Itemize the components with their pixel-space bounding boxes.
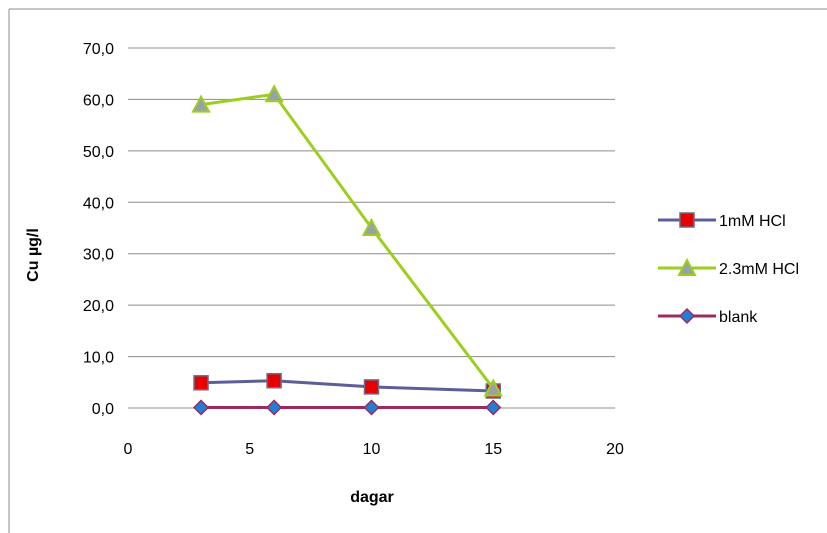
y-tick-label: 50,0 — [83, 144, 114, 161]
legend-label: 2.3mM HCl — [719, 261, 799, 278]
y-tick-label: 30,0 — [83, 247, 114, 264]
series-line — [201, 381, 493, 391]
y-tick-label: 0,0 — [92, 401, 114, 418]
data-point-marker — [680, 213, 694, 227]
legend-label: 1mM HCl — [719, 213, 786, 230]
y-tick-label: 60,0 — [83, 92, 114, 109]
y-tick-label: 70,0 — [83, 41, 114, 58]
data-point-marker — [267, 400, 281, 414]
y-tick-label: 10,0 — [83, 350, 114, 367]
x-tick-label: 10 — [363, 441, 381, 458]
x-tick-label: 15 — [484, 441, 502, 458]
data-point-marker — [194, 400, 208, 414]
data-point-marker — [680, 309, 694, 323]
series-line — [201, 94, 493, 388]
data-point-marker — [365, 400, 379, 414]
axes: 0,0 10,0 20,0 30,0 40,0 50,0 60,0 70,0 0 5 10 15 20 — [83, 41, 624, 458]
y-tick-label: 40,0 — [83, 195, 114, 212]
series-group — [193, 86, 501, 414]
data-point-marker — [267, 374, 281, 388]
y-tick-label: 20,0 — [83, 298, 114, 315]
x-tick-label: 0 — [124, 441, 133, 458]
y-axis-title: Cu µg/l — [25, 228, 42, 282]
legend-label: blank — [719, 309, 758, 326]
x-tick-label: 5 — [245, 441, 254, 458]
data-point-marker — [486, 400, 500, 414]
data-point-marker — [365, 380, 379, 394]
x-axis-title: dagar — [350, 489, 394, 506]
grid-lines — [128, 48, 615, 357]
x-tick-label: 20 — [606, 441, 624, 458]
data-point-marker — [194, 376, 208, 390]
legend: 1mM HCl 2.3mM HCl blank — [658, 213, 799, 326]
